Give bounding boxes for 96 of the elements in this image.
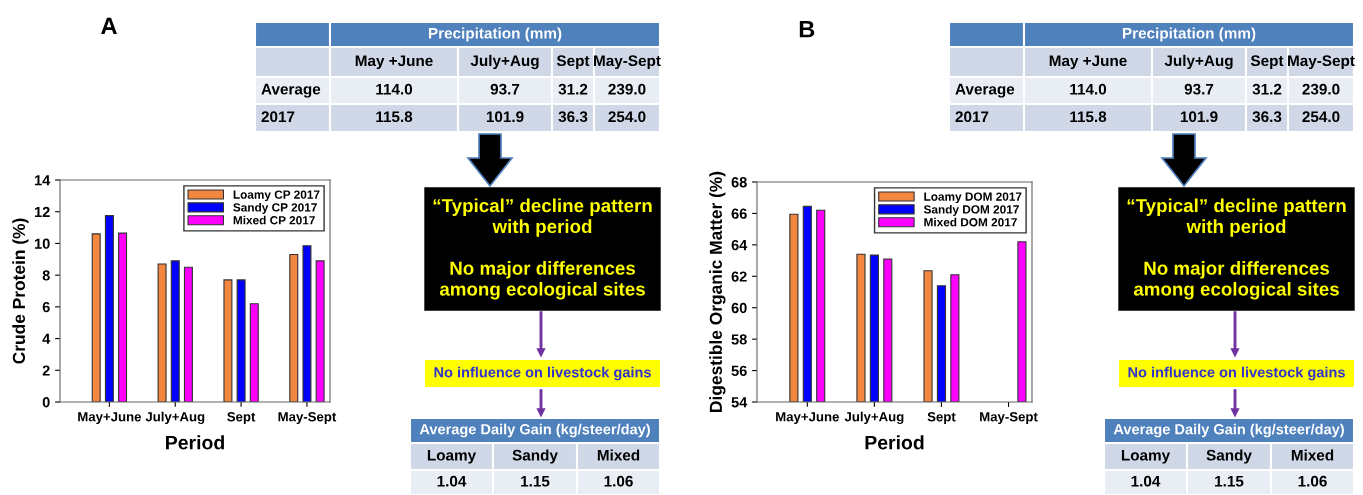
text: 1.04 bbox=[437, 475, 467, 487]
text: “Typical” decline pattern with period No major differences among ecological sites bbox=[433, 198, 652, 300]
y-tick-label: 54 bbox=[731, 397, 748, 408]
x-tick-label: May+June bbox=[776, 412, 839, 425]
text: Loamy bbox=[427, 449, 477, 464]
text: Sept bbox=[1250, 55, 1284, 70]
y-tick-label: 14 bbox=[34, 175, 51, 186]
text: 239.0 bbox=[1302, 83, 1340, 95]
text: 115.8 bbox=[376, 111, 413, 123]
y-tick-label: 2 bbox=[42, 365, 50, 376]
y-tick-label: 64 bbox=[731, 239, 748, 251]
text: July+Aug bbox=[470, 54, 539, 70]
y-tick-label: 58 bbox=[731, 334, 747, 345]
text: 239.0 bbox=[608, 83, 646, 95]
text: No influence on livestock gains bbox=[1128, 366, 1345, 381]
legend-label: Mixed DOM 2017 bbox=[924, 217, 1017, 227]
text: 1.15 bbox=[1215, 475, 1244, 487]
text: 1.06 bbox=[604, 475, 633, 487]
text: 114.0 bbox=[1070, 83, 1107, 95]
text: Average bbox=[955, 83, 1015, 98]
x-tick-label: May-Sept bbox=[278, 412, 337, 425]
y-axis-title: Digestible Organic Matter (%) bbox=[709, 171, 726, 412]
text: 31.2 bbox=[1252, 83, 1282, 95]
text: Mixed bbox=[1291, 449, 1334, 461]
text: Sept bbox=[556, 55, 590, 70]
x-axis-title: Period bbox=[865, 435, 924, 450]
text: Average Daily Gain (kg/steer/day) bbox=[1113, 423, 1344, 438]
text: “Typical” decline pattern with period No major differences among ecological sites bbox=[1127, 198, 1346, 300]
text: 114.0 bbox=[376, 83, 413, 95]
bar bbox=[315, 260, 325, 402]
y-tick-label: 68 bbox=[731, 177, 747, 188]
x-tick-label: July+Aug bbox=[844, 411, 904, 425]
bar bbox=[91, 233, 101, 402]
bar bbox=[249, 303, 259, 402]
x-tick-label: July+Aug bbox=[145, 411, 205, 425]
y-tick-label: 56 bbox=[731, 365, 747, 376]
text: 254.0 bbox=[1302, 111, 1340, 123]
text: 2017 bbox=[261, 111, 295, 123]
text: 36.3 bbox=[558, 111, 588, 123]
x-axis-title: Period bbox=[166, 435, 224, 450]
bar bbox=[170, 260, 180, 402]
text: 101.9 bbox=[486, 111, 524, 123]
y-tick-label: 66 bbox=[731, 208, 747, 219]
legend-label: Loamy DOM 2017 bbox=[924, 192, 1022, 204]
text: Average bbox=[261, 83, 321, 98]
text: Loamy bbox=[1121, 449, 1171, 464]
text: May +June bbox=[1049, 55, 1127, 70]
text: 1.06 bbox=[1298, 475, 1327, 487]
bar bbox=[302, 245, 312, 402]
y-tick-label: 60 bbox=[731, 302, 747, 314]
x-tick-label: Sept bbox=[227, 412, 256, 425]
text: Sandy bbox=[1206, 449, 1252, 464]
text: 93.7 bbox=[490, 83, 520, 95]
legend-label: Sandy DOM 2017 bbox=[923, 204, 1019, 216]
bar bbox=[183, 266, 193, 402]
bar bbox=[104, 215, 114, 402]
legend-label: Sandy CP 2017 bbox=[233, 202, 317, 214]
bar bbox=[236, 279, 246, 402]
text: 31.2 bbox=[558, 83, 588, 95]
y-tick-label: 62 bbox=[731, 271, 747, 282]
text: 1.04 bbox=[1131, 475, 1161, 487]
legend-label: Loamy CP 2017 bbox=[233, 190, 320, 202]
text: May-Sept bbox=[594, 55, 661, 70]
text: 36.3 bbox=[1252, 111, 1282, 123]
text: 2017 bbox=[955, 111, 989, 123]
bar bbox=[157, 263, 167, 402]
text: 93.7 bbox=[1184, 83, 1214, 95]
y-tick-label: 12 bbox=[34, 206, 50, 217]
y-tick-label: 0 bbox=[42, 397, 50, 408]
chart-title: A bbox=[101, 17, 117, 35]
x-tick-label: May-Sept bbox=[980, 412, 1038, 425]
bar bbox=[118, 232, 128, 402]
y-tick-label: 10 bbox=[34, 238, 50, 249]
text: No influence on livestock gains bbox=[434, 366, 651, 381]
text: Mixed bbox=[597, 449, 640, 461]
x-tick-label: Sept bbox=[927, 412, 956, 425]
text: 1.15 bbox=[521, 475, 550, 487]
bar bbox=[223, 279, 233, 402]
text: May-Sept bbox=[1288, 55, 1355, 70]
text: May +June bbox=[355, 55, 433, 70]
bar bbox=[289, 253, 299, 402]
chart-title: B bbox=[799, 21, 815, 38]
text: 101.9 bbox=[1180, 111, 1218, 123]
text: Sandy bbox=[512, 449, 558, 464]
legend-label: Mixed CP 2017 bbox=[233, 215, 315, 225]
y-tick-label: 6 bbox=[42, 301, 50, 313]
text: Precipitation (mm) bbox=[428, 27, 562, 42]
text: 254.0 bbox=[608, 111, 646, 123]
text: 115.8 bbox=[1070, 111, 1107, 123]
text: Precipitation (mm) bbox=[1122, 27, 1256, 42]
y-tick-label: 8 bbox=[42, 270, 50, 281]
y-tick-label: 4 bbox=[42, 333, 51, 344]
y-axis-title: Crude Protein (%) bbox=[12, 218, 29, 364]
text: Average Daily Gain (kg/steer/day) bbox=[419, 423, 650, 438]
x-tick-label: May+June bbox=[78, 412, 142, 425]
text: July+Aug bbox=[1164, 54, 1233, 70]
